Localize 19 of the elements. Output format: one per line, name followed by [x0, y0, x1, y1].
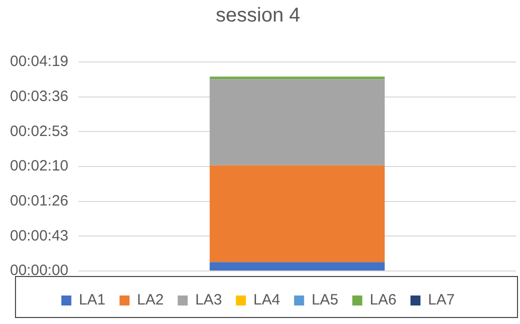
y-tick-label: 00:02:53 — [10, 122, 68, 140]
legend-label: LA1 — [78, 292, 106, 309]
bar — [210, 262, 385, 270]
y-tick-label: 00:02:10 — [10, 158, 68, 175]
y-tick-label: 00:03:36 — [10, 88, 68, 105]
legend-label: LA2 — [137, 292, 164, 309]
y-tick-label: 00:00:43 — [10, 227, 68, 244]
bar — [210, 165, 385, 262]
legend-label: LA5 — [312, 292, 338, 309]
chart-title: session 4 — [216, 4, 300, 27]
legend-label: LA7 — [428, 292, 455, 309]
legend-label: LA3 — [195, 292, 222, 309]
legend-label: LA6 — [370, 292, 396, 309]
y-tick-label: 00:01:26 — [10, 192, 68, 210]
bar — [210, 76, 385, 80]
y-tick-label: 00:00:00 — [10, 262, 68, 280]
legend-label: LA4 — [253, 292, 280, 309]
y-tick-label: 00:04:19 — [10, 53, 68, 70]
bar — [210, 79, 385, 166]
